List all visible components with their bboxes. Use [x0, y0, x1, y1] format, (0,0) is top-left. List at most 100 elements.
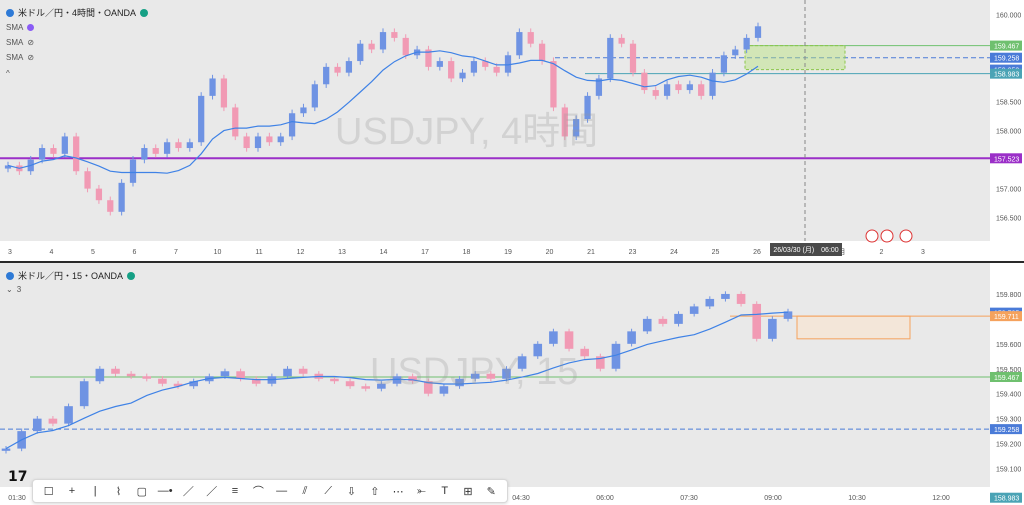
trend-line-icon[interactable]: ／: [182, 486, 194, 498]
candle-body: [95, 368, 105, 382]
price-axis-label: 159.100: [996, 467, 1021, 474]
candle-body: [721, 293, 730, 299]
time-axis-label: 04:30: [512, 495, 530, 502]
candle-body: [768, 318, 777, 339]
top-chart-pane[interactable]: 160.000159.500159.000158.500158.000157.5…: [0, 0, 1024, 261]
arrow-up-icon[interactable]: ⇧: [370, 485, 380, 498]
indicator-toggle[interactable]: ⌄ 3: [6, 285, 21, 294]
time-axis-label: 01:30: [8, 495, 26, 502]
indicator-count: 3: [16, 285, 22, 294]
candle-body: [129, 159, 137, 183]
economic-event-icon[interactable]: [899, 229, 913, 243]
top-symbol-title[interactable]: 米ドル／円・4時間・OANDA: [18, 8, 137, 18]
time-axis-label: 13: [338, 249, 346, 256]
candle-body: [448, 61, 455, 79]
sma-line: [7, 50, 759, 174]
sma-settings-icon[interactable]: [27, 24, 35, 31]
hidden-eye-icon[interactable]: ⊘: [27, 38, 35, 47]
candle-body: [459, 72, 466, 79]
time-axis-label: 09:00: [764, 495, 782, 502]
candle-body: [220, 371, 230, 377]
candle-body: [334, 66, 341, 73]
time-axis-label: 26: [753, 249, 761, 256]
order-zone-box[interactable]: [796, 315, 911, 340]
candle-body: [175, 142, 182, 149]
comment-tool-icon[interactable]: ☐: [43, 485, 54, 498]
bottom-chart-pane[interactable]: 159.800 159.600 159.500 159.400 159.300 159.2…: [0, 261, 1024, 505]
range-tool-icon[interactable]: ⋯: [392, 485, 404, 498]
top-chart-canvas[interactable]: 160.000159.500159.000158.500158.000157.5…: [0, 0, 1024, 261]
candle-body: [163, 142, 171, 154]
tradingview-logo[interactable]: 17: [8, 469, 28, 485]
horizontal-line-icon[interactable]: —: [276, 485, 288, 497]
bottom-chart-canvas[interactable]: 159.800 159.600 159.500 159.400 159.300 159.2…: [0, 263, 1024, 505]
horizontal-ray-icon[interactable]: —•: [157, 485, 173, 497]
candle-body: [61, 136, 68, 154]
parallel-tool-icon[interactable]: ⫽: [302, 484, 308, 497]
economic-event-icon[interactable]: [865, 229, 879, 243]
candle-body: [516, 32, 523, 56]
plot-background[interactable]: [0, 0, 990, 241]
pen-tool-icon[interactable]: ✎: [486, 485, 496, 498]
rectangle-tool-icon[interactable]: ▢: [136, 485, 148, 498]
candle-body: [251, 378, 261, 384]
path-tool-icon[interactable]: ⌇: [115, 485, 122, 498]
time-axis-label: 12:00: [932, 495, 950, 502]
vertical-line-icon[interactable]: |: [93, 485, 97, 497]
extended-line-icon[interactable]: ⟋: [324, 484, 333, 497]
candle-body: [300, 107, 307, 114]
economic-event-icon[interactable]: [880, 229, 894, 243]
price-axis-area[interactable]: [990, 263, 1024, 505]
price-tag: [990, 424, 1022, 435]
price-axis-label: 160.000: [996, 13, 1021, 20]
price-axis-label: 157.000: [996, 187, 1021, 194]
drawing-toolbar[interactable]: ☐ + | ⌇ ▢ —• ／ ／ ≡ ⌒ — ⫽ ⟋ ⇩ ⇧ ⋯ ⤜ T ⊞ ✎: [32, 479, 508, 503]
candle-body: [709, 72, 716, 96]
candle-body: [689, 306, 699, 314]
sma-row-3[interactable]: SMA ⊘: [6, 53, 34, 62]
bottom-legend[interactable]: 米ドル／円・15・OANDA: [6, 269, 136, 282]
arrow-down-icon[interactable]: ⇩: [346, 485, 357, 498]
candle-body: [288, 113, 296, 137]
time-axis-label: 23: [629, 249, 637, 256]
candle-body: [423, 381, 433, 394]
price-tag-label: 158.983: [994, 72, 1019, 79]
price-tag-label: 158.983: [994, 496, 1019, 503]
time-axis-area[interactable]: [0, 241, 990, 261]
bottom-symbol-title[interactable]: 米ドル／円・15・OANDA: [18, 271, 124, 281]
candle-body: [642, 318, 652, 332]
price-axis-label: 159.500: [996, 367, 1021, 374]
brush-tool-icon[interactable]: ⌒: [252, 486, 264, 498]
candle-body: [736, 293, 746, 304]
candle-body: [698, 84, 705, 96]
collapse-legend-icon[interactable]: ^: [6, 69, 10, 78]
top-legend[interactable]: 米ドル／円・4時間・OANDA: [6, 6, 149, 19]
sma-row-2[interactable]: SMA ⊘: [6, 38, 34, 47]
cross-tool-icon[interactable]: +: [68, 485, 76, 497]
candle-body: [254, 136, 262, 149]
candle-body: [38, 148, 46, 160]
price-axis-label: 156.500: [996, 216, 1021, 223]
grid-tool-icon[interactable]: ⊞: [463, 485, 473, 498]
chevron-down-icon[interactable]: ⌄: [6, 285, 13, 294]
price-axis-label: 159.600: [996, 342, 1021, 349]
candle-body: [186, 142, 193, 149]
candle-body: [611, 343, 621, 369]
candle-body: [663, 84, 671, 96]
price-tag-label: 159.258: [994, 427, 1019, 434]
candle-body: [652, 90, 659, 96]
sma-line: [5, 311, 789, 450]
info-line-icon[interactable]: ／: [206, 486, 218, 498]
candle-body: [64, 406, 73, 424]
text-tool-icon[interactable]: T: [441, 485, 449, 497]
fib-tool-icon[interactable]: ≡: [231, 485, 239, 497]
ruler-tool-icon[interactable]: ⤜: [416, 484, 426, 497]
time-axis-label: 6: [133, 249, 137, 256]
hidden-eye-icon[interactable]: ⊘: [27, 53, 35, 62]
time-axis-label: 2: [880, 249, 884, 256]
candle-body: [517, 356, 527, 369]
target-zone-box[interactable]: [744, 45, 846, 71]
sma-label: SMA: [6, 53, 24, 62]
sma-row-1[interactable]: SMA: [6, 23, 35, 32]
price-axis-label: 158.500: [996, 100, 1021, 107]
